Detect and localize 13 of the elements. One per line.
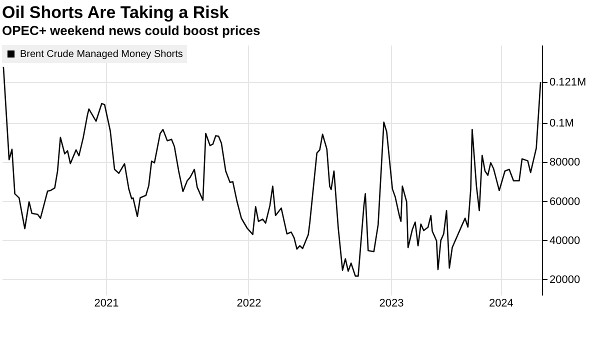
x-tick-label: 2021 <box>94 298 119 310</box>
y-tick-label: 80000 <box>550 156 580 169</box>
x-tick-label: 2024 <box>488 298 514 310</box>
y-tick-label: 40000 <box>550 234 580 247</box>
y-tick-label: 0.1M <box>550 118 574 130</box>
y-tick-label: 0.121M <box>550 76 586 89</box>
x-tick-label: 2022 <box>236 298 262 310</box>
x-tick-label: 2023 <box>379 298 404 310</box>
chart-subtitle: OPEC+ weekend news could boost prices <box>2 23 260 38</box>
y-tick-label: 20000 <box>550 274 580 286</box>
y-tick-label: 60000 <box>550 196 580 208</box>
chart-title: Oil Shorts Are Taking a Risk <box>2 3 230 22</box>
legend-label: Brent Crude Managed Money Shorts <box>20 49 183 60</box>
